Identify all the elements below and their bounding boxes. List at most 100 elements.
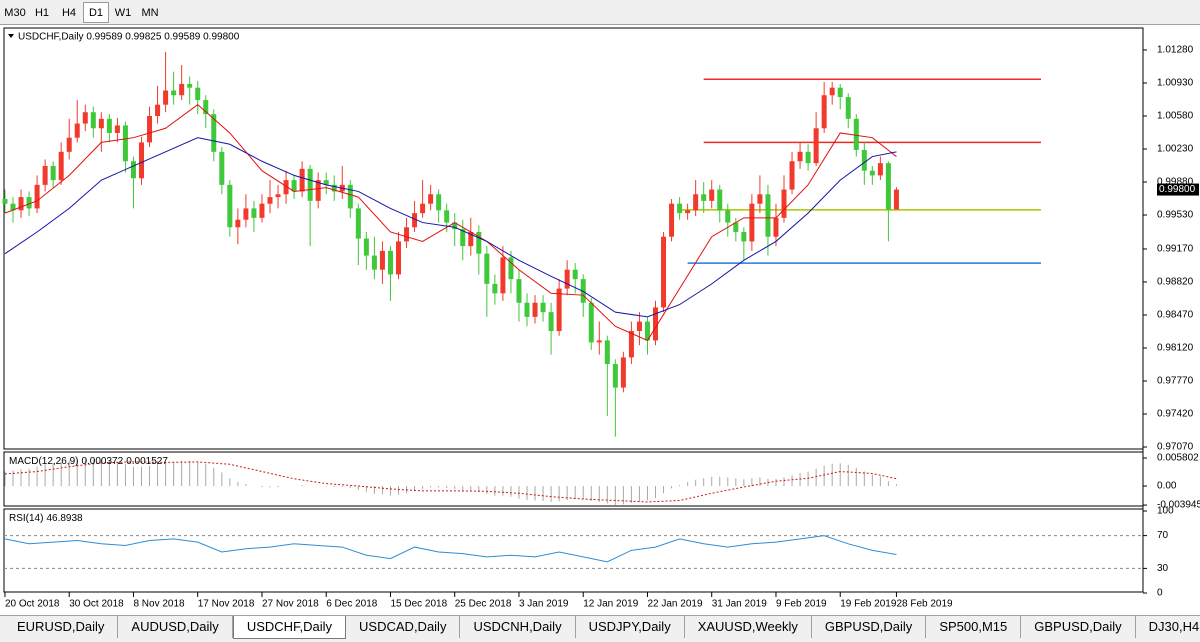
x-tick-label: 25 Dec 2018 [455,599,512,610]
chart-tab[interactable]: GBPUSD,Daily [812,616,927,638]
timeframe-button[interactable]: D1 [83,1,109,23]
y-tick-label: 0.98120 [1157,343,1194,354]
symbol-marker [8,34,14,38]
candle-body [251,208,257,218]
chart-tab[interactable]: USDCHF,Daily [232,616,347,639]
y-tick-label: 30 [1157,563,1169,574]
y-tick-label: 100 [1157,506,1174,517]
candle-body [98,118,104,129]
candle-body [363,238,369,256]
timeframe-button[interactable]: M30 [4,6,26,19]
x-tick-label: 28 Feb 2019 [896,599,953,610]
candle-body [452,222,458,230]
panel-frame [3,27,1144,450]
indicator-value: 0.001527 [126,456,168,467]
y-tick-label: 1.00930 [1157,78,1194,89]
x-tick-label: 17 Nov 2018 [198,599,255,610]
x-tick-label: 6 Dec 2018 [326,599,378,610]
candle-body [652,307,658,341]
candle-body [275,194,281,198]
y-tick-label: 0.99530 [1157,210,1194,221]
y-tick-label: 0.00 [1157,481,1177,492]
x-tick-label: 27 Nov 2018 [262,599,319,610]
candle-body [147,115,153,143]
candle-body [412,213,418,228]
candle-body [837,87,843,98]
timeframe-button[interactable]: H1 [34,6,50,19]
candle-body [235,219,241,228]
y-tick-label: 0.97070 [1157,442,1194,453]
candle-body [74,123,80,138]
x-tick-label: 20 Oct 2018 [5,599,60,610]
y-tick-label: 0.99880 [1157,177,1194,188]
candle-body [211,114,217,152]
candle-body [155,104,161,116]
candle-body [130,161,136,179]
last-price-label: 0.99800 [1159,184,1196,195]
candle-body [355,208,361,239]
timeframe-toolbar: M30 H1 H4 D1 W1 MN [0,0,1200,25]
candle-body [436,194,442,211]
candle-body [572,269,578,280]
candle-body [749,203,755,242]
candle-body [484,253,490,284]
candle-body [347,184,353,209]
x-tick-label: 8 Nov 2018 [133,599,185,610]
candle-body [267,197,273,204]
candle-body [114,125,120,133]
candle-body [106,118,112,133]
chart-tab[interactable]: GBPUSD,Daily [1021,616,1136,638]
y-tick-label: -0.003945 [1157,500,1200,511]
candle-body [821,95,827,129]
x-tick-label: 31 Jan 2019 [712,599,767,610]
candle-body [612,364,618,388]
moving-average [4,137,897,318]
indicator-name: MACD(12,26,9) [9,456,78,467]
timeframe-button[interactable]: W1 [114,6,132,19]
y-tick-label: 0 [1157,588,1163,599]
chart: 1.01280 1.00930 1.00580 1.00230 0.99880 0.995… [2,27,1200,610]
candle-body [564,269,570,289]
chart-tab[interactable]: USDCNH,Daily [460,616,576,638]
candle-body [861,149,867,171]
candle-body [18,197,24,211]
candle-body [404,227,410,242]
chart-tab[interactable]: EURUSD,Daily [4,616,119,638]
candle-body [34,184,40,209]
candle-body [725,210,731,223]
candle-body [765,194,771,237]
timeframe-button[interactable]: MN [141,6,159,19]
candle-body [757,194,763,204]
candle-body [644,321,650,341]
candle-body [596,340,602,343]
candle-body [371,255,377,270]
x-tick-label: 22 Jan 2019 [647,599,702,610]
candle-body [669,203,675,237]
candle-body [66,137,72,152]
candle-body [420,203,426,214]
timeframe-button[interactable]: H4 [61,6,77,19]
y-tick-label: 0.97420 [1157,409,1194,420]
chart-tab[interactable]: DJ30,H4 [1136,616,1200,638]
candle-body [805,151,811,164]
candle-body [516,279,522,303]
chart-tab[interactable]: AUDUSD,Daily [118,616,233,638]
candle-body [853,118,859,150]
candle-body [829,87,835,96]
candle-body [460,229,466,247]
chart-tab[interactable]: USDCAD,Daily [346,616,461,638]
chart-tab[interactable]: USDJPY,Daily [576,616,685,638]
candle-body [187,83,193,88]
x-tick-label: 19 Feb 2019 [840,599,897,610]
candle-body [428,194,434,204]
candle-body [138,142,144,179]
candle-body [556,288,562,332]
candle-body [733,222,739,232]
x-tick-label: 9 Feb 2019 [776,599,827,610]
x-tick-label: 12 Jan 2019 [583,599,638,610]
chart-tab[interactable]: SP500,M15 [926,616,1022,638]
chart-tab[interactable]: XAUUSD,Weekly [685,616,812,638]
candle-body [195,87,201,100]
candle-body [122,125,128,162]
